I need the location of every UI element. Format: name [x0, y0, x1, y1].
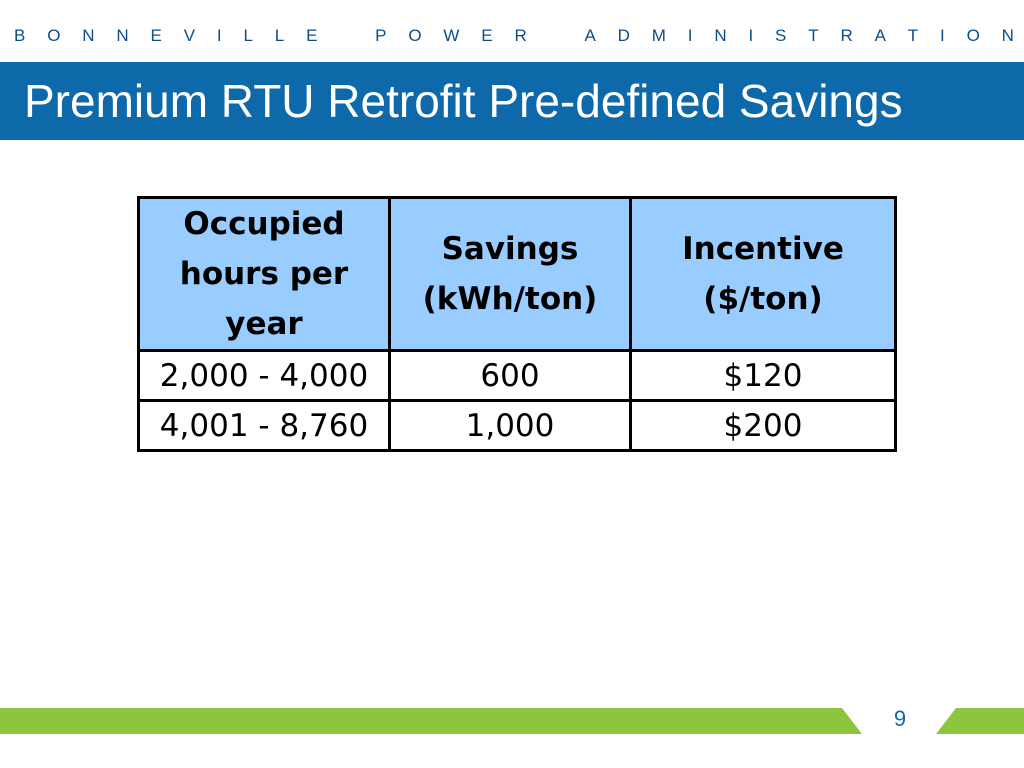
header-letter: M: [651, 26, 666, 45]
header-letter: N: [82, 26, 95, 45]
header-incentive: Incentive ($/ton): [629, 196, 897, 352]
title-bar: Premium RTU Retrofit Pre-defined Savings: [0, 62, 1024, 140]
header-letter: L: [274, 26, 285, 45]
header-letter: B: [14, 26, 26, 45]
cell-savings: 600: [388, 349, 632, 402]
header-letter: L: [243, 26, 253, 45]
footer-green-bar-left: [0, 708, 862, 734]
slide-title: Premium RTU Retrofit Pre-defined Savings: [24, 75, 903, 127]
footer-green-bar-right: [936, 708, 1024, 734]
header-letter: O: [47, 26, 61, 45]
header-line: ($/ton): [703, 281, 823, 317]
cell-hours-range: 2,000 - 4,000: [137, 349, 391, 402]
header-line: Incentive: [682, 231, 844, 267]
header-line: Occupied: [183, 206, 345, 242]
header-letter: A: [584, 26, 596, 45]
header-letter: D: [617, 26, 630, 45]
header-letter: O: [408, 26, 422, 45]
header-letter: A: [874, 26, 886, 45]
header-letter: N: [714, 26, 727, 45]
cell-savings: 1,000: [388, 399, 632, 452]
header-line: (kWh/ton): [422, 281, 598, 317]
header-savings: Savings (kWh/ton): [388, 196, 632, 352]
cell-incentive: $120: [629, 349, 897, 402]
page-number: 9: [893, 706, 907, 731]
header-occupied-hours: Occupied hours per year: [137, 196, 391, 352]
header-letter: V: [183, 26, 196, 45]
header-letter: R: [514, 26, 527, 45]
table-row: 4,001 - 8,760 1,000 $200: [137, 399, 897, 452]
table-row: 2,000 - 4,000 600 $120: [137, 349, 897, 402]
header-letter: O: [966, 26, 980, 45]
header-letter: W: [443, 26, 460, 45]
cell-incentive: $200: [629, 399, 897, 452]
cell-hours-range: 4,001 - 8,760: [137, 399, 391, 452]
header-letter: I: [216, 26, 222, 45]
header-letter: E: [481, 26, 493, 45]
header-letter: T: [907, 26, 919, 45]
header-letter: T: [808, 26, 819, 45]
header-letter: R: [840, 26, 853, 45]
header-letter: E: [150, 26, 162, 45]
header-letter: E: [306, 26, 318, 45]
header-letter: I: [940, 26, 945, 45]
header-letter: S: [775, 26, 787, 45]
header-letter: I: [687, 26, 693, 45]
header-line: hours per: [179, 256, 349, 292]
savings-table: Occupied hours per year Savings (kWh/ton…: [137, 196, 897, 452]
header-line: Savings: [441, 231, 579, 267]
savings-table-container: Occupied hours per year Savings (kWh/ton…: [137, 196, 897, 452]
header-letter: N: [1001, 26, 1014, 45]
table-header-row: Occupied hours per year Savings (kWh/ton…: [137, 196, 897, 352]
header-letter: P: [375, 26, 387, 45]
header-line: year: [225, 306, 303, 342]
header-letter: N: [116, 26, 129, 45]
header-letter: I: [748, 26, 754, 45]
